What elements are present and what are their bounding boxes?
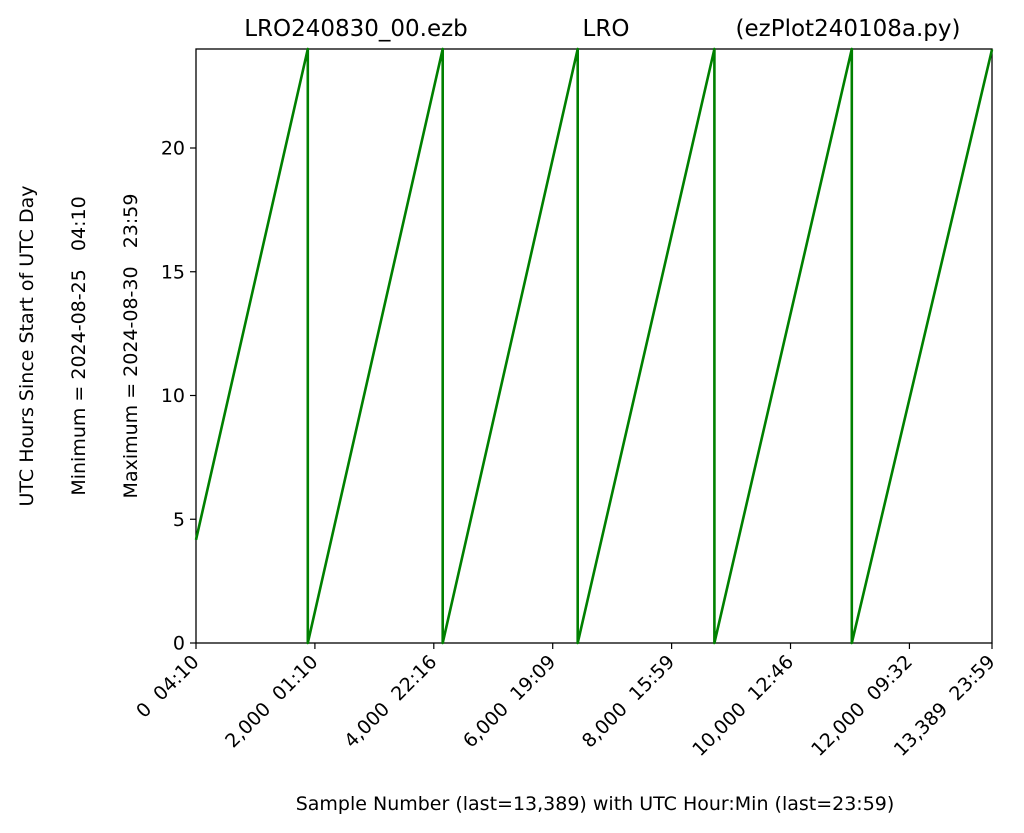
y-tick-label: 20 [161, 138, 185, 160]
x-tick-label: 2,000 01:10 [221, 651, 322, 752]
y-axis-max-label: Maximum = 2024-08-30 23:59 [120, 194, 142, 499]
plot-frame [195, 48, 993, 644]
y-tick-label: 15 [161, 261, 185, 283]
title-center: LRO [583, 16, 630, 42]
series-line-0 [194, 47, 994, 645]
series-layer [194, 47, 994, 645]
y-axis: 0 5 10 15 20 [161, 138, 196, 655]
x-tick-label: 4,000 22:16 [340, 651, 441, 752]
x-tick-label: 6,000 19:09 [459, 651, 560, 752]
x-tick-label: 8,000 15:59 [578, 651, 679, 752]
y-axis-label: UTC Hours Since Start of UTC Day [16, 186, 38, 507]
x-axis: 0 04:10 2,000 01:10 4,000 22:16 6,000 19:09… [132, 643, 1000, 761]
x-axis-label: Sample Number (last=13,389) with UTC Hou… [296, 793, 895, 815]
x-tick-label: 10,000 12:46 [688, 651, 798, 761]
plot-area [195, 48, 993, 644]
y-tick-label: 10 [161, 385, 185, 407]
x-tick-label: 0 04:10 [132, 651, 203, 722]
title-left: LRO240830_00.ezb [244, 16, 468, 42]
y-tick-label: 5 [173, 509, 185, 531]
y-tick-label: 0 [173, 633, 185, 655]
y-axis-min-label: Minimum = 2024-08-25 04:10 [68, 196, 90, 495]
title-right: (ezPlot240108a.py) [736, 16, 961, 42]
